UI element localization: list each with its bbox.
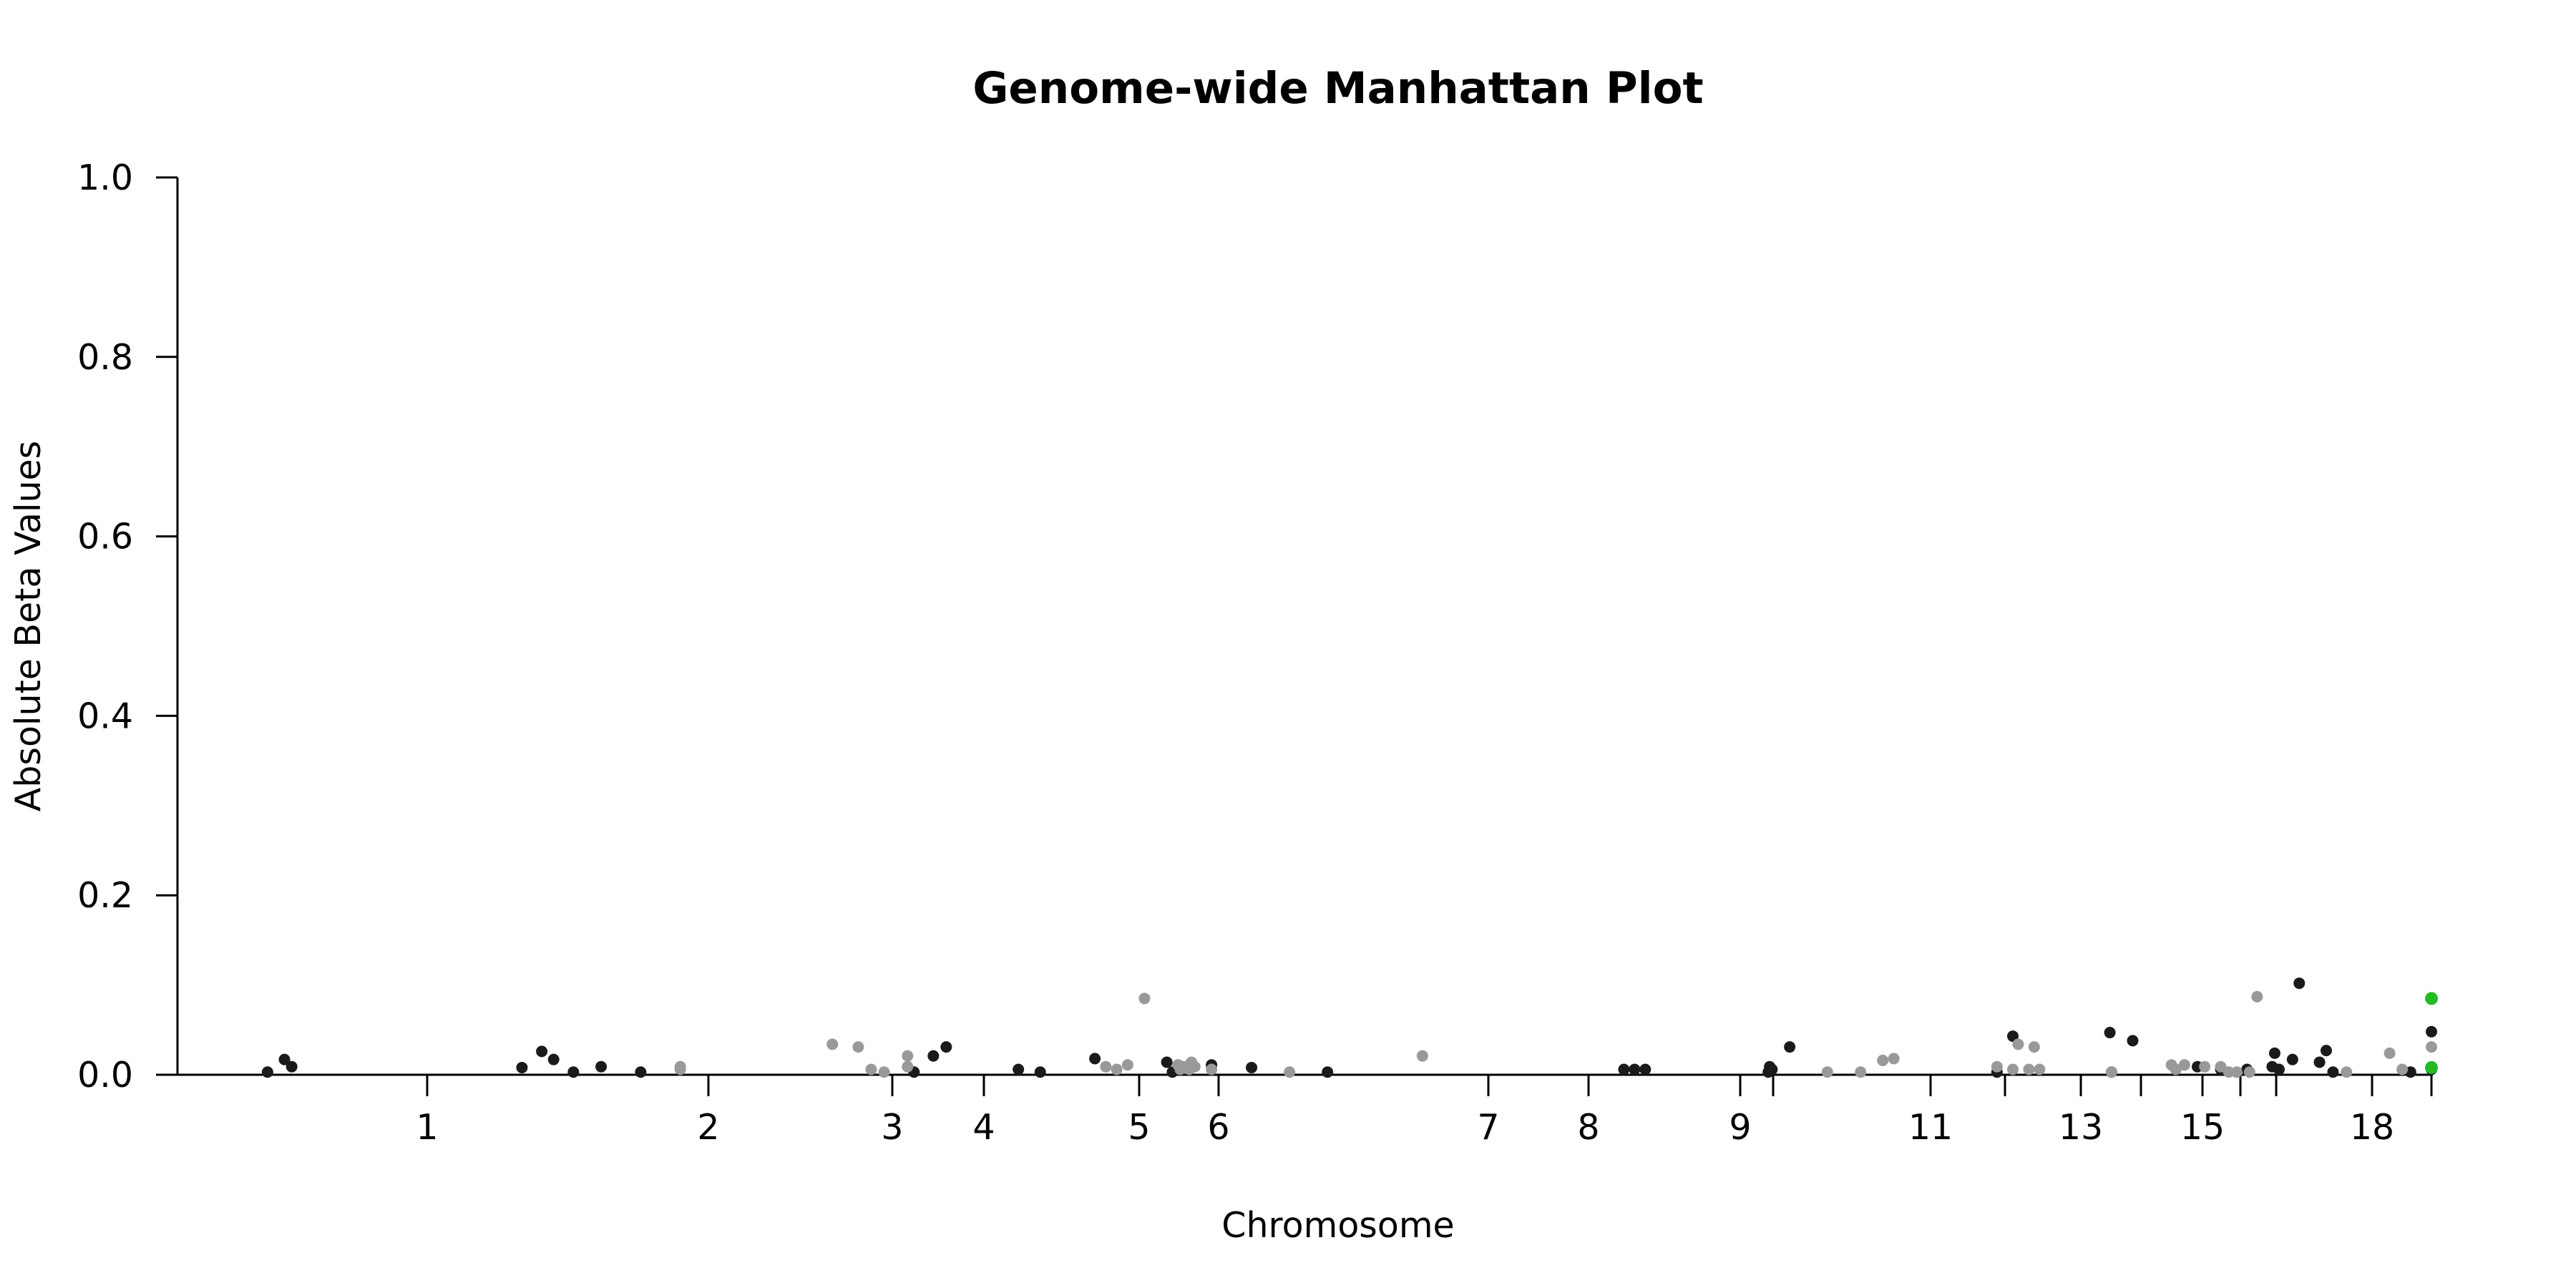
y-axis-label: Absolute Beta Values: [8, 441, 49, 811]
data-point: [1821, 1066, 1833, 1078]
data-point: [1618, 1063, 1630, 1075]
data-point: [1138, 992, 1151, 1005]
data-point: [2320, 1045, 2332, 1057]
data-point: [1888, 1053, 1900, 1065]
data-point: [595, 1060, 608, 1073]
data-point: [1189, 1060, 1201, 1073]
data-point: [2426, 1041, 2437, 1053]
data-point: [516, 1061, 528, 1073]
data-point: [1121, 1059, 1133, 1071]
x-tick-label: 9: [1729, 1107, 1751, 1148]
data-point: [2178, 1059, 2190, 1071]
data-point: [536, 1045, 548, 1058]
data-point: [1284, 1066, 1296, 1078]
data-point: [2273, 1063, 2285, 1075]
data-point: [2170, 1063, 2182, 1075]
x-tick-label: 6: [1207, 1107, 1229, 1148]
x-tick-label: 18: [2350, 1107, 2394, 1148]
data-point: [1322, 1066, 1334, 1078]
y-tick-label: 0.6: [77, 517, 133, 557]
data-point: [278, 1053, 291, 1065]
data-point: [2268, 1047, 2280, 1059]
data-point: [1877, 1054, 1889, 1066]
x-axis-label: Chromosome: [1221, 1205, 1454, 1246]
data-point: [1629, 1063, 1641, 1075]
data-point: [865, 1063, 877, 1075]
data-point: [2327, 1066, 2339, 1078]
x-tick-label: 13: [2059, 1107, 2103, 1148]
y-tick-label: 0.2: [77, 875, 133, 916]
x-tick-label: 4: [972, 1107, 995, 1148]
data-point: [2034, 1063, 2046, 1075]
x-tick-label: 8: [1577, 1107, 1599, 1148]
data-point: [2223, 1066, 2235, 1078]
data-point: [2006, 1063, 2019, 1075]
data-point: [674, 1063, 686, 1075]
data-point: [261, 1066, 273, 1078]
data-point: [2230, 1066, 2243, 1078]
data-point: [2215, 1060, 2227, 1073]
data-point: [2012, 1038, 2024, 1050]
y-tick-label: 0.8: [77, 337, 133, 378]
data-point: [2199, 1060, 2211, 1073]
data-point: [940, 1041, 952, 1053]
y-tick-label: 1.0: [77, 157, 133, 198]
data-point: [547, 1053, 560, 1065]
data-point: [2105, 1066, 2117, 1078]
x-tick-label: 7: [1477, 1107, 1499, 1148]
data-point: [1991, 1060, 2003, 1073]
data-point: [1161, 1056, 1173, 1068]
x-tick-label: 11: [1908, 1107, 1953, 1148]
data-point: [286, 1060, 298, 1073]
x-tick-label: 15: [2180, 1107, 2225, 1148]
data-point: [1766, 1063, 1778, 1075]
data-point: [2313, 1056, 2326, 1068]
data-point: [826, 1038, 839, 1050]
data-point: [1100, 1060, 1112, 1073]
x-tick-label: 2: [697, 1107, 719, 1148]
data-point: [2104, 1027, 2116, 1039]
x-tick-label: 1: [416, 1107, 438, 1148]
data-point: [1089, 1053, 1101, 1065]
data-point: [2243, 1066, 2255, 1078]
data-point: [2426, 1025, 2437, 1038]
data-point: [2251, 990, 2263, 1002]
y-axis: 0.0 0.2 0.4 0.6 0.8 1.0: [77, 157, 179, 1096]
data-point: [902, 1050, 914, 1062]
data-point: [567, 1066, 580, 1078]
data-point: [2286, 1053, 2298, 1065]
data-point: [635, 1066, 647, 1078]
data-point: [878, 1066, 890, 1078]
data-point: [2396, 1063, 2409, 1075]
data-point: [1416, 1050, 1428, 1062]
y-tick-label: 0.0: [77, 1055, 133, 1096]
data-point: [2023, 1063, 2035, 1075]
data-points: [261, 977, 2438, 1078]
x-tick-label: 3: [881, 1107, 903, 1148]
highlight-point: [2425, 992, 2438, 1005]
highlight-point: [2425, 1060, 2438, 1074]
data-point: [902, 1060, 914, 1073]
data-point: [852, 1041, 864, 1053]
x-tick-label: 5: [1128, 1107, 1150, 1148]
data-point: [1013, 1063, 1025, 1075]
data-point: [2006, 1030, 2019, 1043]
data-point: [2028, 1041, 2040, 1053]
chart-title: Genome-wide Manhattan Plot: [972, 63, 1703, 114]
data-point: [2384, 1047, 2396, 1059]
data-point: [1855, 1066, 1867, 1078]
x-axis: 1 2 3 4 5 6 7 8 9 11 13 15 18: [177, 1073, 2433, 1148]
data-point: [1639, 1063, 1652, 1075]
data-point: [2293, 977, 2306, 990]
data-point: [927, 1050, 940, 1062]
data-point: [1034, 1066, 1046, 1078]
y-tick-label: 0.4: [77, 696, 133, 736]
data-point: [1784, 1041, 1796, 1053]
data-point: [2341, 1066, 2353, 1078]
data-point: [1206, 1063, 1218, 1075]
data-point: [2127, 1035, 2139, 1047]
data-point: [1246, 1061, 1258, 1073]
data-point: [1111, 1063, 1123, 1075]
